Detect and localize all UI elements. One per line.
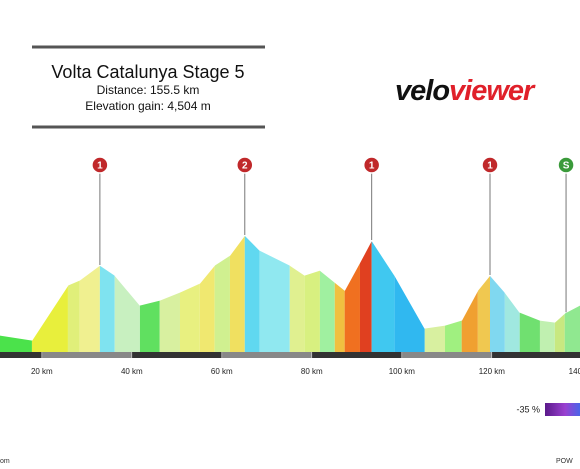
profile-segment — [519, 312, 540, 352]
profile-segment — [394, 275, 425, 352]
x-tick-label: 60 km — [211, 367, 233, 376]
profile-segment — [199, 265, 215, 352]
logo-part: velo — [395, 75, 449, 107]
footer: om — [0, 458, 10, 465]
profile-segment — [344, 262, 360, 352]
profile-segment — [159, 292, 180, 352]
legend-label: -35 % — [516, 404, 540, 414]
profile-segment — [244, 235, 260, 352]
profile-segment — [139, 300, 160, 352]
profile-segment — [289, 265, 305, 352]
x-tick-label: 80 km — [301, 367, 323, 376]
profile-segment — [179, 283, 200, 352]
x-tick-label: 100 km — [389, 367, 416, 376]
profile-segment — [304, 270, 320, 352]
profile-segment — [31, 285, 68, 352]
profile-segment — [334, 282, 345, 352]
profile-segment — [554, 313, 565, 352]
marker-label: S — [563, 161, 570, 172]
x-tick-label: 40 km — [121, 367, 143, 376]
legend-gradient — [545, 403, 580, 416]
logo-part: viewer — [449, 75, 536, 107]
marker-badge — [481, 156, 499, 174]
marker-badge — [91, 156, 109, 174]
profile-segment — [477, 275, 491, 352]
subtitle: Distance: 155.5 km — [97, 83, 200, 97]
chart-title: Volta Catalunya Stage 5 — [51, 62, 244, 82]
profile-segment — [371, 240, 395, 352]
profile-segment — [539, 320, 555, 352]
profile-segment — [79, 265, 100, 352]
axis-band — [401, 352, 492, 358]
subtitle: Elevation gain: 4,504 m — [85, 99, 210, 113]
profile-segment — [504, 292, 520, 352]
logo: veloviewer — [395, 75, 536, 107]
profile-segment — [461, 290, 478, 352]
profile-segment — [214, 255, 230, 352]
axis-band — [221, 352, 312, 358]
profile-segment — [319, 270, 335, 352]
profile-segment — [229, 235, 245, 352]
profile-segment — [445, 320, 462, 352]
marker-badge — [557, 156, 575, 174]
profile-segment — [490, 275, 505, 352]
axis-band — [41, 352, 132, 358]
marker-badge — [362, 156, 381, 174]
profile-segment — [564, 305, 580, 352]
profile-segment — [259, 250, 290, 352]
profile-segment — [114, 275, 140, 352]
profile-segment — [424, 325, 446, 352]
marker-label: 1 — [487, 161, 493, 172]
profile-segment — [359, 240, 372, 352]
profile-outline — [0, 234, 580, 341]
marker-label: 2 — [242, 161, 248, 172]
profile-segment — [99, 265, 115, 352]
profile-segment — [67, 280, 80, 352]
footer: POW — [556, 458, 573, 465]
marker-label: 1 — [97, 161, 103, 172]
marker-badge — [236, 156, 254, 174]
x-tick-label: 20 km — [31, 367, 53, 376]
x-tick-label: 140 km — [569, 367, 580, 376]
x-tick-label: 120 km — [479, 367, 506, 376]
marker-label: 1 — [369, 161, 375, 172]
